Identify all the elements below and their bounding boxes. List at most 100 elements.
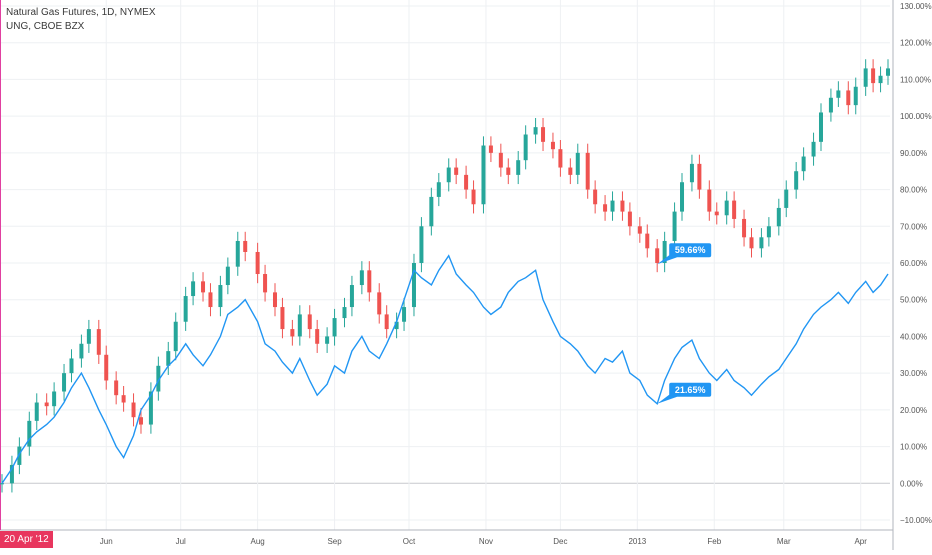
candle-body	[377, 292, 382, 315]
candle-body	[280, 307, 285, 330]
candle-body	[44, 402, 49, 407]
candle-body	[429, 196, 434, 227]
candle-body	[272, 292, 277, 308]
candle-body	[568, 167, 573, 175]
x-tick-label: Apr	[854, 537, 867, 546]
candle-body	[411, 263, 416, 308]
candle-body	[593, 189, 598, 205]
candle-body	[794, 171, 799, 190]
x-tick-label: Dec	[553, 537, 567, 546]
candle-body	[359, 270, 364, 286]
candle-body	[342, 307, 347, 319]
candle-body	[516, 160, 521, 175]
candle-body	[863, 68, 868, 87]
x-tick-label: Nov	[479, 537, 493, 546]
candle-body	[454, 167, 459, 175]
candle-body	[34, 402, 39, 421]
candle-body	[828, 97, 833, 113]
y-tick-label: 30.00%	[900, 369, 927, 378]
y-tick-label: 130.00%	[900, 2, 932, 11]
legend-line-secondary: UNG, CBOE BZX	[6, 21, 85, 32]
x-tick-label: Feb	[707, 537, 721, 546]
callout-label: 59.66%	[675, 245, 706, 255]
x-tick-label: Aug	[251, 537, 265, 546]
candle-body	[689, 163, 694, 183]
y-tick-label: −10.00%	[900, 516, 932, 525]
candle-body	[533, 127, 538, 135]
candle-body	[218, 285, 223, 308]
candle-body	[79, 343, 84, 359]
candle-body	[62, 373, 67, 392]
candle-body	[818, 112, 823, 142]
callout-label: 21.65%	[675, 385, 706, 395]
candle-body	[759, 237, 764, 249]
x-tick-label: Mar	[777, 537, 791, 546]
candle-body	[558, 149, 563, 168]
y-tick-label: 80.00%	[900, 186, 927, 195]
candle-body	[183, 296, 188, 322]
candle-body	[297, 314, 302, 337]
candle-body	[52, 391, 57, 407]
candle-body	[446, 167, 451, 183]
candle-body	[27, 420, 32, 447]
candle-body	[776, 207, 781, 227]
candle-body	[131, 402, 136, 418]
y-tick-label: 20.00%	[900, 406, 927, 415]
ung-line	[1, 254, 889, 484]
candle-body	[714, 211, 719, 216]
candle-body	[263, 274, 268, 293]
callout-box	[669, 243, 712, 258]
candle-body	[349, 285, 354, 308]
y-tick-label: 10.00%	[900, 443, 927, 452]
candle-body	[575, 152, 580, 175]
y-tick-label: 90.00%	[900, 149, 927, 158]
candle-body	[811, 141, 816, 157]
candle-body	[637, 226, 642, 234]
candle-body	[104, 354, 109, 381]
candle-body	[732, 200, 737, 219]
candle-body	[255, 251, 260, 275]
candle-body	[384, 314, 389, 330]
candle-body	[488, 145, 493, 153]
candle-body	[724, 200, 729, 216]
candle-body	[836, 90, 841, 98]
candle-body	[886, 68, 890, 76]
candle-body	[541, 127, 546, 142]
candle-body	[697, 163, 702, 190]
candle-body	[620, 200, 625, 212]
candle-body	[871, 68, 876, 84]
candle-body	[655, 248, 660, 263]
candle-body	[225, 266, 230, 286]
candle-body	[742, 218, 747, 238]
candle-body	[784, 189, 789, 208]
candle-body	[114, 380, 119, 396]
candle-body	[471, 189, 476, 205]
candle-body	[173, 321, 178, 352]
candle-body	[86, 329, 91, 344]
y-tick-label: 110.00%	[900, 75, 931, 84]
candle-body	[138, 417, 143, 425]
candle-body	[498, 152, 503, 168]
candle-body	[481, 145, 486, 205]
candle-body	[523, 134, 528, 161]
candle-body	[436, 182, 441, 197]
y-tick-label: 120.00%	[900, 39, 932, 48]
candle-body	[680, 182, 685, 212]
x-tick-label: Jun	[100, 537, 113, 546]
x-tick-label: Sep	[327, 537, 342, 546]
candle-body	[749, 237, 754, 249]
y-tick-label: 40.00%	[900, 332, 927, 341]
candle-body	[69, 358, 74, 374]
candle-body	[315, 329, 320, 344]
candle-body	[156, 365, 161, 392]
candle-body	[235, 240, 240, 267]
candle-body	[603, 204, 608, 212]
candle-body	[191, 281, 196, 297]
callout-pointer	[657, 394, 678, 404]
y-tick-label: 100.00%	[900, 112, 932, 121]
y-tick-label: 50.00%	[900, 296, 927, 305]
candle-body	[402, 307, 407, 322]
candle-body	[801, 156, 806, 172]
